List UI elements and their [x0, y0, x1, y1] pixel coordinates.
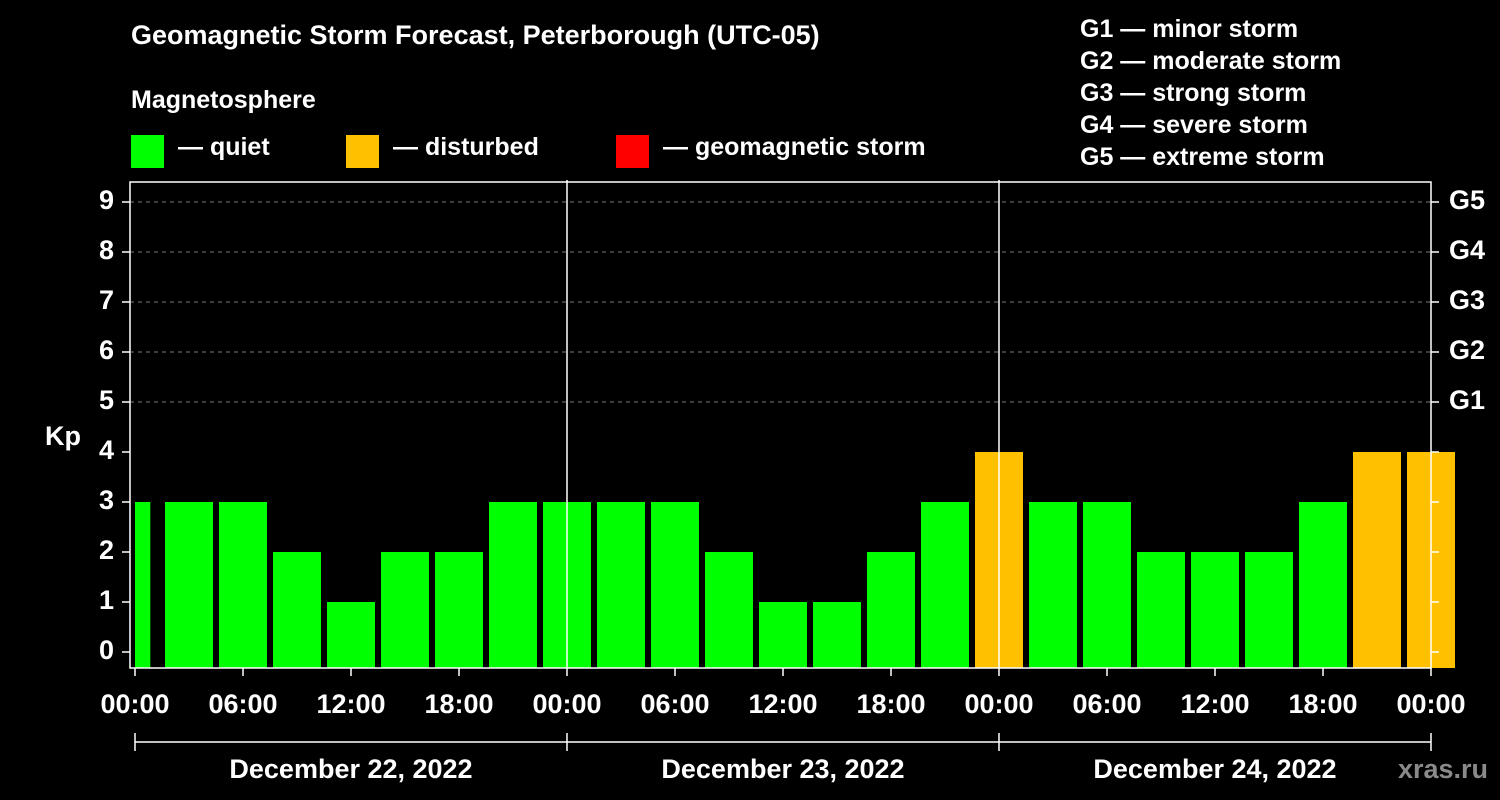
g-scale-g5: G5 — extreme storm [1080, 143, 1325, 171]
y-tick-label-8: 8 [99, 235, 114, 265]
y-tick-label-5: 5 [99, 385, 114, 415]
kp-bar-6 [435, 552, 483, 668]
x-tick-label-6: 12:00 [748, 689, 817, 719]
y-tick-label-1: 1 [99, 585, 114, 615]
watermark: xras.ru [1397, 754, 1488, 784]
legend-label-disturbed: — disturbed [393, 133, 539, 161]
x-tick-label-11: 18:00 [1288, 689, 1357, 719]
date-label-3: December 24, 2022 [1093, 754, 1336, 784]
legend-swatch-disturbed [346, 135, 379, 168]
y-tick-label-7: 7 [99, 285, 114, 315]
kp-bar-18 [1083, 502, 1131, 668]
kp-bar-1 [165, 502, 213, 668]
kp-bar-7 [489, 502, 537, 668]
y-tick-label-0: 0 [99, 635, 114, 665]
x-tick-label-0: 00:00 [100, 689, 169, 719]
kp-bar-5 [381, 552, 429, 668]
chart-title: Geomagnetic Storm Forecast, Peterborough… [131, 20, 820, 50]
kp-bar-23 [1353, 452, 1401, 668]
kp-bar-20 [1191, 552, 1239, 668]
kp-bar-17 [1029, 502, 1077, 668]
right-label-g2: G2 [1449, 335, 1485, 365]
x-tick-label-4: 00:00 [532, 689, 601, 719]
legend-label-storm: — geomagnetic storm [663, 133, 926, 161]
legend-label-quiet: — quiet [178, 133, 270, 161]
date-label-2: December 23, 2022 [661, 754, 904, 784]
plot-frame [129, 181, 1432, 669]
x-tick-label-5: 06:00 [640, 689, 709, 719]
kp-bar-4 [327, 602, 375, 668]
kp-bar-19 [1137, 552, 1185, 668]
x-tick-label-12: 00:00 [1396, 689, 1465, 719]
kp-bar-0 [135, 502, 151, 668]
kp-bar-22 [1299, 502, 1347, 668]
kp-bar-12 [759, 602, 807, 668]
g-scale-g1: G1 — minor storm [1080, 15, 1299, 43]
legend-swatch-quiet [131, 135, 164, 168]
kp-bar-3 [273, 552, 321, 668]
legend-swatch-storm [616, 135, 649, 168]
right-label-g1: G1 [1449, 385, 1485, 415]
kp-bar-15 [921, 502, 969, 668]
x-tick-label-8: 00:00 [964, 689, 1033, 719]
x-tick-label-1: 06:00 [208, 689, 277, 719]
g-scale-g2: G2 — moderate storm [1080, 47, 1342, 75]
y-tick-label-2: 2 [99, 535, 114, 565]
y-tick-label-4: 4 [99, 435, 114, 465]
right-label-g5: G5 [1449, 185, 1485, 215]
g-scale-g4: G4 — severe storm [1080, 111, 1308, 139]
date-label-1: December 22, 2022 [229, 754, 472, 784]
x-tick-label-7: 18:00 [856, 689, 925, 719]
kp-bar-14 [867, 552, 915, 668]
kp-bar-21 [1245, 552, 1293, 668]
kp-bar-9 [597, 502, 645, 668]
y-tick-label-3: 3 [99, 485, 114, 515]
x-tick-label-10: 12:00 [1180, 689, 1249, 719]
right-label-g4: G4 [1449, 235, 1485, 265]
kp-bar-10 [651, 502, 699, 668]
g-scale-g3: G3 — strong storm [1080, 79, 1307, 107]
y-axis-label: Kp [45, 421, 81, 451]
y-tick-label-6: 6 [99, 335, 114, 365]
x-tick-label-2: 12:00 [316, 689, 385, 719]
y-tick-label-9: 9 [99, 185, 114, 215]
x-tick-label-9: 06:00 [1072, 689, 1141, 719]
x-tick-label-3: 18:00 [424, 689, 493, 719]
legend-title: Magnetosphere [131, 86, 316, 114]
kp-bar-11 [705, 552, 753, 668]
kp-bar-2 [219, 502, 267, 668]
kp-bar-13 [813, 602, 861, 668]
right-label-g3: G3 [1449, 285, 1485, 315]
